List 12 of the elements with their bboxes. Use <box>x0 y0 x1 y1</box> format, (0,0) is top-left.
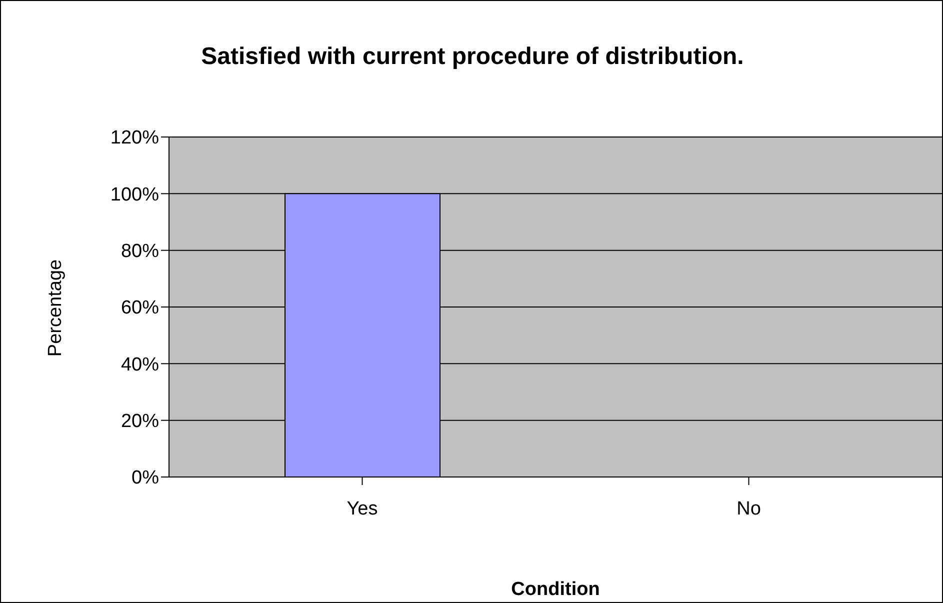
y-tick-label: 20% <box>120 411 160 432</box>
y-tick-label: 80% <box>120 241 160 262</box>
x-axis-title: Condition <box>510 579 601 601</box>
y-tick-label: 120% <box>110 128 160 149</box>
chart-title: Satisfied with current procedure of distribution. <box>200 43 745 71</box>
x-tick-label: Yes <box>346 498 378 520</box>
y-tick-label: 0% <box>132 468 160 489</box>
y-tick-label: 60% <box>120 298 160 319</box>
y-axis-title: Percentage <box>45 259 67 357</box>
y-tick-label: 100% <box>110 184 160 206</box>
y-tick-label: 40% <box>120 354 160 376</box>
x-tick-label: No <box>736 498 761 520</box>
